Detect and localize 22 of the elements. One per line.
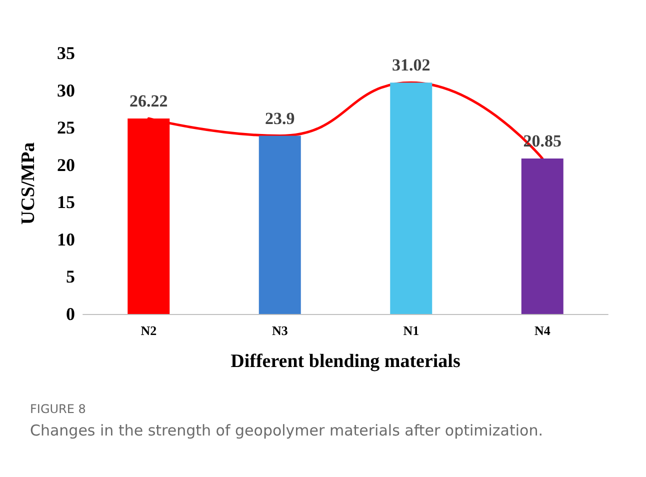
x-tick-label: N3 — [272, 323, 288, 338]
y-tick-label: 35 — [57, 43, 75, 63]
y-tick-label: 5 — [66, 266, 75, 287]
y-tick-label: 10 — [57, 229, 75, 250]
x-tick-label: N4 — [534, 323, 551, 338]
bar — [390, 82, 432, 314]
x-tick-label: N2 — [140, 323, 157, 338]
caption: FIGURE 8 — [30, 402, 86, 416]
y-tick-label: 15 — [57, 192, 75, 212]
x-axis-title: Different blending materials — [230, 351, 460, 372]
text: Changes in the strength of geopolymer materials after optimization. — [30, 422, 543, 440]
bar — [521, 158, 564, 314]
x-tick-label: N1 — [403, 323, 420, 338]
data-label: 26.22 — [130, 91, 168, 110]
y-tick-label: 0 — [66, 304, 75, 324]
data-label: 31.02 — [392, 56, 430, 75]
y-tick-label: 25 — [57, 118, 75, 138]
bar — [258, 136, 301, 314]
y-axis-title: UCS/MPa — [18, 142, 39, 225]
data-label: 23.9 — [265, 108, 295, 128]
y-tick-label: 30 — [57, 80, 75, 100]
y-tick-label: 20 — [57, 154, 75, 175]
